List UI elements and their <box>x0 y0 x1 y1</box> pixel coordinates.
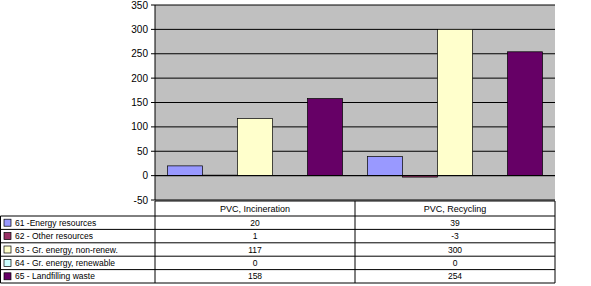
category-label: PVC, Incineration <box>220 204 290 214</box>
table-line <box>1 216 556 217</box>
table-line <box>355 201 356 283</box>
x-axis <box>155 175 555 176</box>
tick-mark <box>151 126 155 127</box>
bars <box>168 29 543 177</box>
table-value: 0 <box>253 258 258 268</box>
tick-mark <box>151 29 155 30</box>
tick-label: 300 <box>131 24 148 35</box>
bar <box>308 99 343 176</box>
table-line <box>1 269 556 270</box>
table-value: 39 <box>450 218 460 228</box>
tick-label: 0 <box>142 170 148 181</box>
tick-label: 50 <box>137 146 149 157</box>
tick-mark <box>151 200 155 201</box>
bar <box>508 52 543 176</box>
tick-label: 350 <box>131 0 148 11</box>
table-value: 1 <box>253 231 258 241</box>
legend-key <box>4 273 11 280</box>
table-line <box>0 216 1 283</box>
tick-mark <box>151 102 155 103</box>
grid-line <box>155 29 555 30</box>
tick-mark <box>151 5 155 6</box>
tick-label: -50 <box>134 195 149 206</box>
bar <box>168 166 203 176</box>
table-value: 158 <box>248 271 262 281</box>
legend-label: 63 - Gr. energy, non-renew. <box>15 245 118 255</box>
bar <box>438 29 473 175</box>
table-value: -3 <box>451 231 459 241</box>
tick-label: 150 <box>131 97 148 108</box>
tick-mark <box>151 78 155 79</box>
legend-label: 62 - Other resources <box>15 231 93 241</box>
tick-mark <box>151 53 155 54</box>
legend-key <box>4 246 11 253</box>
grid-line <box>155 53 555 54</box>
table-line <box>555 201 556 283</box>
grid-line <box>155 78 555 79</box>
tick-label: 100 <box>131 121 148 132</box>
legend-key <box>4 233 11 240</box>
table-value: 0 <box>453 258 458 268</box>
tick-label: 250 <box>131 48 148 59</box>
table-value: 300 <box>448 245 462 255</box>
table-value: 117 <box>248 245 262 255</box>
bar <box>238 119 273 176</box>
table-line <box>1 229 556 230</box>
data-table: PVC, Incineration PVC, Recycling 61 -Energ… <box>1 201 556 283</box>
grid-line <box>155 151 555 152</box>
legend-label: 65 - Landfilling waste <box>15 271 95 281</box>
table-value: 254 <box>448 271 462 281</box>
legend-key <box>4 219 11 226</box>
grid-line <box>155 5 555 6</box>
grid-line <box>155 200 555 201</box>
legend-label: 61 -Energy resources <box>15 218 96 228</box>
chart: -50050100150200250300350PVC, Incineratio… <box>0 0 591 286</box>
table-value: 20 <box>250 218 260 228</box>
plot-area <box>155 5 555 200</box>
y-axis <box>155 5 156 200</box>
tick-mark <box>151 151 155 152</box>
category-label: PVC, Recycling <box>424 204 487 214</box>
legend-key <box>4 259 11 266</box>
table-line <box>1 283 556 284</box>
legend-label: 64 - Gr. energy, renewable <box>15 258 115 268</box>
table-line <box>1 242 556 243</box>
tick-label: 200 <box>131 73 148 84</box>
grid-line <box>155 175 555 176</box>
tick-mark <box>151 175 155 176</box>
grid-line <box>155 126 555 127</box>
chart-root: -50050100150200250300350PVC, Incineratio… <box>0 0 591 286</box>
table-line <box>155 201 156 283</box>
grid-line <box>155 102 555 103</box>
bar <box>368 157 403 176</box>
table-line <box>1 256 556 257</box>
